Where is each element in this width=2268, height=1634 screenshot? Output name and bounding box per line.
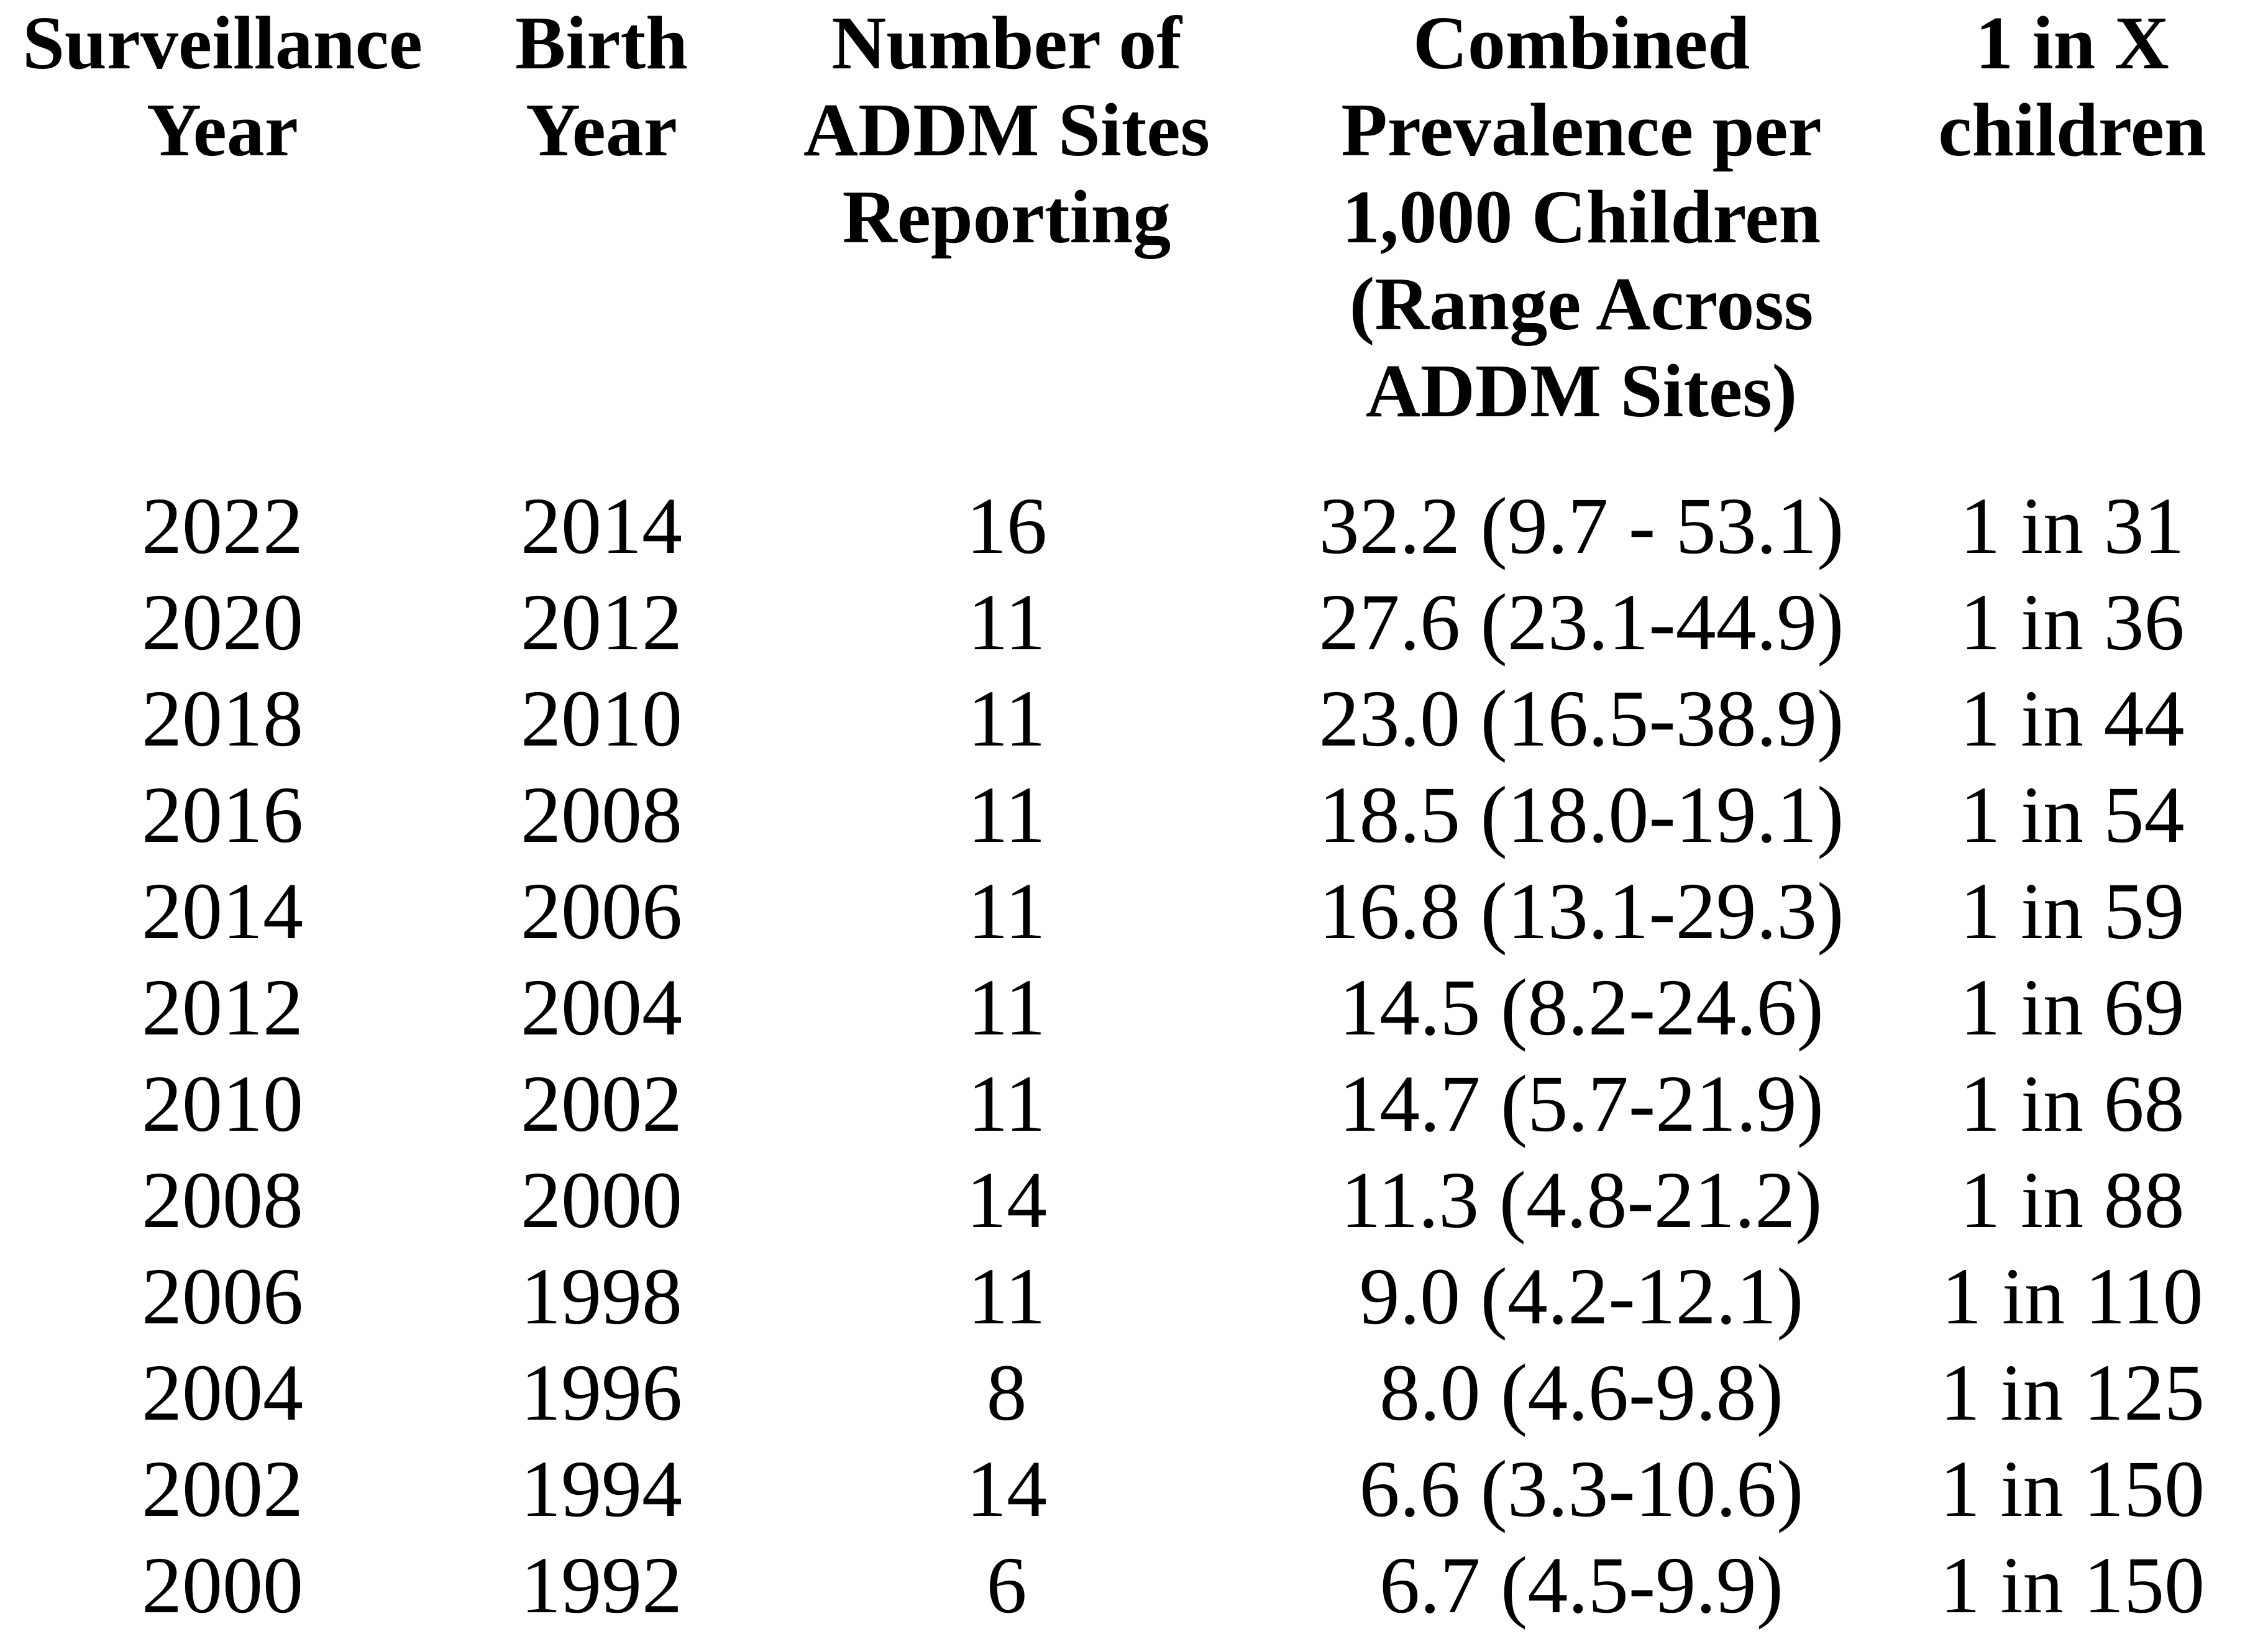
cell-prevalence-range: 14.5 (8.2-24.6) [1339,963,1824,1052]
cell-birth-year: 2012 [521,578,682,667]
header-line: Surveillance [22,1,423,85]
header-line: Number of [831,1,1182,85]
cell-prevalence-range: 6.6 (3.3-10.6) [1359,1445,1804,1534]
cell-surveillance-year: 2002 [142,1445,303,1534]
header-line: children [1938,88,2206,172]
cell-one-in-x: 1 in 36 [1960,578,2185,667]
cell-prevalence-range: 6.7 (4.5-9.9) [1379,1541,1783,1630]
col-header-number-of-addm-sites: Number of ADDM Sites Reporting [758,0,1255,261]
cell-one-in-x: 1 in 59 [1960,867,2185,956]
cell-birth-year: 2006 [521,867,682,956]
cell-one-in-x: 1 in 125 [1939,1348,2205,1438]
cell-one-in-x: 1 in 54 [1960,770,2185,860]
cell-prevalence-range: 8.0 (4.6-9.8) [1379,1348,1783,1438]
header-line: Year [526,88,677,172]
header-line: (Range Across [1349,262,1814,346]
cell-birth-year: 1994 [521,1445,682,1534]
cell-birth-year: 2014 [521,482,682,571]
header-line: 1,000 Children [1342,175,1821,259]
header-line: Birth [515,1,688,85]
cell-one-in-x: 1 in 69 [1960,963,2185,1052]
col-header-birth-year: Birth Year [445,0,758,174]
cell-sites-reporting: 11 [967,867,1046,956]
cell-prevalence-range: 27.6 (23.1-44.9) [1319,578,1844,667]
cell-one-in-x: 1 in 68 [1960,1059,2185,1149]
cell-sites-reporting: 11 [967,674,1046,764]
col-header-surveillance-year: Surveillance Year [0,0,445,174]
cell-prevalence-range: 23.0 (16.5-38.9) [1319,674,1844,764]
cell-birth-year: 2010 [521,674,682,764]
cell-prevalence-range: 18.5 (18.0-19.1) [1319,770,1844,860]
cell-birth-year: 2008 [521,770,682,860]
cell-birth-year: 2000 [521,1156,682,1245]
cell-one-in-x: 1 in 44 [1960,674,2185,764]
cell-sites-reporting: 11 [967,1059,1046,1149]
cell-birth-year: 2002 [521,1059,682,1149]
header-line: Prevalence per [1341,88,1822,172]
cell-sites-reporting: 11 [967,770,1046,860]
cell-one-in-x: 1 in 31 [1960,482,2185,571]
col-header-one-in-x-children: 1 in X children [1908,0,2237,174]
cell-prevalence-range: 32.2 (9.7 - 53.1) [1319,482,1844,571]
cell-sites-reporting: 6 [986,1541,1027,1630]
cell-sites-reporting: 14 [966,1445,1047,1534]
cell-birth-year: 1992 [521,1541,682,1630]
cell-one-in-x: 1 in 150 [1939,1541,2205,1630]
cell-sites-reporting: 14 [966,1156,1047,1245]
cell-sites-reporting: 16 [966,482,1047,571]
header-line: Year [147,88,298,172]
cell-surveillance-year: 2012 [142,963,303,1052]
cell-one-in-x: 1 in 110 [1941,1252,2203,1341]
cell-surveillance-year: 2020 [142,578,303,667]
header-line: Reporting [842,175,1171,259]
cell-one-in-x: 1 in 150 [1939,1445,2205,1534]
cell-surveillance-year: 2014 [142,867,303,956]
cell-surveillance-year: 2022 [142,482,303,571]
col-header-combined-prevalence: Combined Prevalence per 1,000 Children (… [1255,0,1908,435]
cell-sites-reporting: 11 [967,963,1046,1052]
cell-sites-reporting: 8 [986,1348,1027,1438]
cell-surveillance-year: 2018 [142,674,303,764]
cell-surveillance-year: 2016 [142,770,303,860]
cell-birth-year: 2004 [521,963,682,1052]
cell-surveillance-year: 2000 [142,1541,303,1630]
cell-birth-year: 1996 [521,1348,682,1438]
cell-surveillance-year: 2008 [142,1156,303,1245]
header-line: ADDM Sites [803,88,1210,172]
cell-sites-reporting: 11 [967,578,1046,667]
cell-surveillance-year: 2004 [142,1348,303,1438]
cell-birth-year: 1998 [521,1252,682,1341]
header-line: Combined [1412,1,1750,85]
header-line: ADDM Sites) [1365,349,1798,433]
cell-prevalence-range: 11.3 (4.8-21.2) [1340,1156,1822,1245]
cell-sites-reporting: 11 [967,1252,1046,1341]
cell-prevalence-range: 14.7 (5.7-21.9) [1339,1059,1824,1149]
cell-prevalence-range: 9.0 (4.2-12.1) [1359,1252,1804,1341]
cell-prevalence-range: 16.8 (13.1-29.3) [1319,867,1844,956]
header-line: 1 in X [1975,1,2169,85]
cell-surveillance-year: 2006 [142,1252,303,1341]
cell-surveillance-year: 2010 [142,1059,303,1149]
cell-one-in-x: 1 in 88 [1960,1156,2185,1245]
